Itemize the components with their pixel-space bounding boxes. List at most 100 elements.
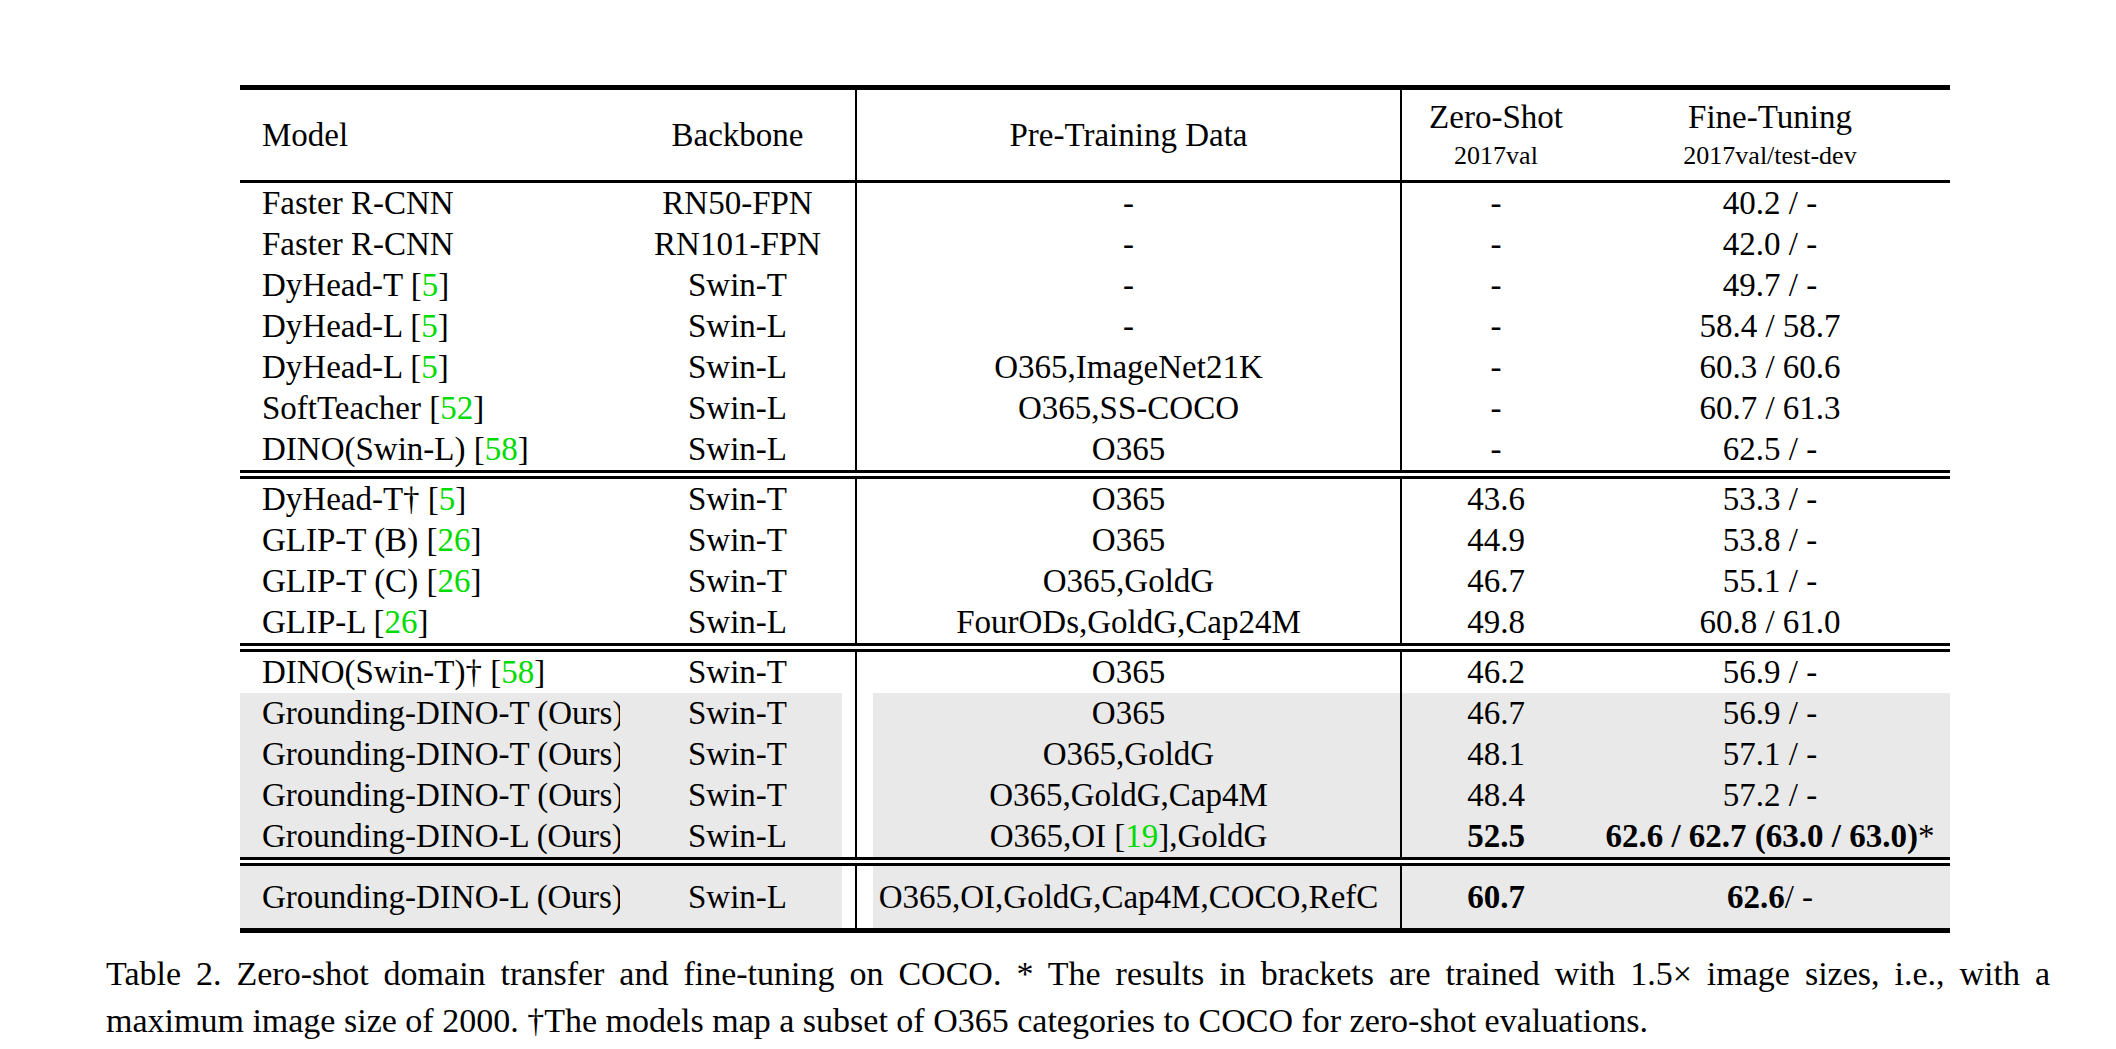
model-cell: DINO(Swin-T)† [58] bbox=[240, 652, 620, 693]
backbone-cell: Swin-T bbox=[620, 693, 855, 734]
zero-shot-value: 46.7 bbox=[1400, 693, 1590, 734]
table-row: DyHead-T [5]Swin-T--49.7 / - bbox=[240, 265, 1950, 306]
table-row: DyHead-L [5]Swin-L--58.4 / 58.7 bbox=[240, 306, 1950, 347]
zero-shot-value: 43.6 bbox=[1400, 479, 1590, 520]
column-header-backbone: Backbone bbox=[620, 90, 855, 180]
table-row: Grounding-DINO-T (Ours)Swin-TO365,GoldG,… bbox=[240, 775, 1950, 816]
pretraining-data-cell: O365,OI [19],GoldG bbox=[855, 816, 1400, 857]
citation-ref: 26 bbox=[385, 606, 418, 639]
fine-tuning-value: 49.7 / - bbox=[1590, 265, 1950, 306]
pretraining-data-cell: O365,SS-COCO bbox=[855, 388, 1400, 429]
backbone-cell: Swin-T bbox=[620, 265, 855, 306]
fine-tuning-value-part: 58.4 / 58.7 bbox=[1699, 310, 1840, 343]
backbone-cell: Swin-T bbox=[620, 520, 855, 561]
table-row: Grounding-DINO-L (Ours)Swin-LO365,OI,Gol… bbox=[240, 866, 1950, 928]
table-row: Faster R-CNNRN101-FPN--42.0 / - bbox=[240, 224, 1950, 265]
model-cell: Faster R-CNN bbox=[240, 183, 620, 224]
section-divider bbox=[240, 857, 1950, 866]
pretraining-data-cell: O365 bbox=[855, 693, 1400, 734]
pretraining-data-cell: FourODs,GoldG,Cap24M bbox=[855, 602, 1400, 643]
fine-tuning-value: 56.9 / - bbox=[1590, 652, 1950, 693]
model-cell: GLIP-L [26] bbox=[240, 602, 620, 643]
fine-tuning-value: 60.3 / 60.6 bbox=[1590, 347, 1950, 388]
table-row: DINO(Swin-L) [58]Swin-LO365-62.5 / - bbox=[240, 429, 1950, 470]
zero-shot-value: - bbox=[1400, 183, 1590, 224]
column-header-model: Model bbox=[240, 90, 620, 180]
fine-tuning-label: Fine-Tuning bbox=[1688, 101, 1852, 134]
fine-tuning-value: 55.1 / - bbox=[1590, 561, 1950, 602]
zero-shot-value: - bbox=[1400, 265, 1590, 306]
model-cell: DyHead-T [5] bbox=[240, 265, 620, 306]
fine-tuning-value-part: 49.7 / - bbox=[1723, 269, 1817, 302]
fine-tuning-value-part: 62.5 / - bbox=[1723, 433, 1817, 466]
column-header-zero-shot: Zero-Shot 2017val bbox=[1400, 90, 1590, 180]
fine-tuning-value: 62.5 / - bbox=[1590, 429, 1950, 470]
citation-ref: 5 bbox=[422, 269, 439, 302]
citation-ref: 58 bbox=[485, 433, 518, 466]
zero-shot-value: 60.7 bbox=[1400, 866, 1590, 928]
model-cell: DINO(Swin-L) [58] bbox=[240, 429, 620, 470]
pretraining-data-cell: - bbox=[855, 183, 1400, 224]
table-body: Faster R-CNNRN50-FPN--40.2 / -Faster R-C… bbox=[240, 183, 1950, 928]
pretraining-data-cell: - bbox=[855, 306, 1400, 347]
fine-tuning-value: 57.1 / - bbox=[1590, 734, 1950, 775]
fine-tuning-value-part: 60.8 / 61.0 bbox=[1699, 606, 1840, 639]
fine-tuning-value: 57.2 / - bbox=[1590, 775, 1950, 816]
model-cell: Grounding-DINO-T (Ours) bbox=[240, 734, 620, 775]
zero-shot-value: - bbox=[1400, 347, 1590, 388]
zero-shot-value: 46.7 bbox=[1400, 561, 1590, 602]
fine-tuning-value-part: 57.1 / - bbox=[1723, 738, 1817, 771]
citation-ref: 52 bbox=[440, 392, 473, 425]
model-cell: GLIP-T (C) [26] bbox=[240, 561, 620, 602]
zero-shot-label: Zero-Shot bbox=[1429, 101, 1563, 134]
fine-tuning-value: 60.8 / 61.0 bbox=[1590, 602, 1950, 643]
pretraining-data-cell: O365,OI,GoldG,Cap4M,COCO,RefC bbox=[855, 866, 1400, 928]
fine-tuning-value-part: 60.7 / 61.3 bbox=[1699, 392, 1840, 425]
pretraining-data-cell: O365,GoldG,Cap4M bbox=[855, 775, 1400, 816]
section-divider bbox=[240, 643, 1950, 652]
table-header-row: Model Backbone Pre-Training Data Zero-Sh… bbox=[240, 90, 1950, 180]
table-bottom-rule bbox=[240, 928, 1950, 933]
fine-tuning-value: 62.6 / 62.7 (63.0 / 63.0)* bbox=[1590, 816, 1950, 857]
table-row: GLIP-T (B) [26]Swin-TO36544.953.8 / - bbox=[240, 520, 1950, 561]
model-cell: Grounding-DINO-T (Ours) bbox=[240, 693, 620, 734]
table-row: GLIP-L [26]Swin-LFourODs,GoldG,Cap24M49.… bbox=[240, 602, 1950, 643]
zero-shot-value: - bbox=[1400, 388, 1590, 429]
model-cell: Grounding-DINO-L (Ours) bbox=[240, 816, 620, 857]
column-header-fine-tuning: Fine-Tuning 2017val/test-dev bbox=[1590, 90, 1950, 180]
backbone-cell: Swin-T bbox=[620, 734, 855, 775]
backbone-cell: RN50-FPN bbox=[620, 183, 855, 224]
table-row: Grounding-DINO-L (Ours)Swin-LO365,OI [19… bbox=[240, 816, 1950, 857]
citation-ref: 58 bbox=[501, 656, 534, 689]
citation-ref: 26 bbox=[437, 565, 470, 598]
backbone-cell: Swin-L bbox=[620, 816, 855, 857]
citation-ref: 5 bbox=[421, 310, 438, 343]
table-row: SoftTeacher [52]Swin-LO365,SS-COCO-60.7 … bbox=[240, 388, 1950, 429]
fine-tuning-value-part: 42.0 / - bbox=[1723, 228, 1817, 261]
backbone-cell: Swin-T bbox=[620, 479, 855, 520]
citation-ref: 19 bbox=[1125, 820, 1158, 853]
backbone-cell: Swin-T bbox=[620, 652, 855, 693]
model-cell: Faster R-CNN bbox=[240, 224, 620, 265]
pretraining-data-cell: O365,GoldG bbox=[855, 561, 1400, 602]
pretraining-data-cell: - bbox=[855, 224, 1400, 265]
backbone-cell: Swin-T bbox=[620, 561, 855, 602]
table-caption: Table 2. Zero-shot domain transfer and f… bbox=[106, 950, 2050, 1044]
table-row: Grounding-DINO-T (Ours)Swin-TO36546.756.… bbox=[240, 693, 1950, 734]
fine-tuning-value: 62.6 / - bbox=[1590, 866, 1950, 928]
fine-tuning-value: 58.4 / 58.7 bbox=[1590, 306, 1950, 347]
model-cell: DyHead-T† [5] bbox=[240, 479, 620, 520]
zero-shot-value: 48.4 bbox=[1400, 775, 1590, 816]
fine-tuning-value-part: 53.3 / - bbox=[1723, 483, 1817, 516]
results-table: Model Backbone Pre-Training Data Zero-Sh… bbox=[240, 85, 1950, 933]
pretraining-data-cell: O365 bbox=[855, 429, 1400, 470]
model-cell: SoftTeacher [52] bbox=[240, 388, 620, 429]
fine-tuning-value: 60.7 / 61.3 bbox=[1590, 388, 1950, 429]
table-row: GLIP-T (C) [26]Swin-TO365,GoldG46.7 55.1 … bbox=[240, 561, 1950, 602]
fine-tuning-value-part: 62.6 / 62.7 (63.0 / 63.0) bbox=[1605, 820, 1918, 853]
zero-shot-value: 44.9 bbox=[1400, 520, 1590, 561]
pretraining-data-cell: O365,GoldG bbox=[855, 734, 1400, 775]
fine-tuning-value-part: 56.9 / - bbox=[1723, 656, 1817, 689]
fine-tuning-value-part: 55.1 / - bbox=[1723, 565, 1817, 598]
table-row: DINO(Swin-T)† [58]Swin-TO36546.256.9 / - bbox=[240, 652, 1950, 693]
